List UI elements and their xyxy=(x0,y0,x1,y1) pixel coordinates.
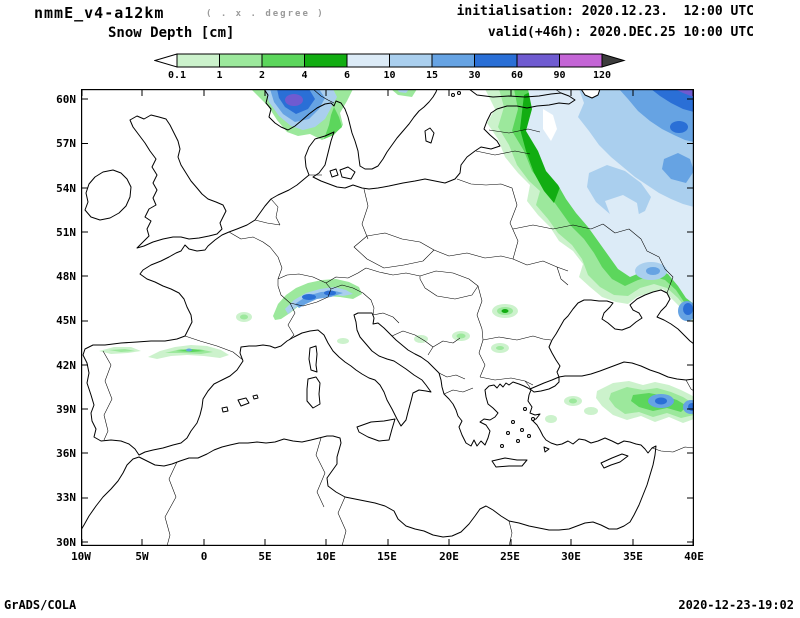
lat-label: 36N xyxy=(56,447,76,460)
country-borders xyxy=(102,89,694,546)
lon-label: 30E xyxy=(561,550,581,563)
colorbar-cell xyxy=(559,53,603,68)
seas xyxy=(529,89,694,393)
sea-of-marmara xyxy=(529,376,560,393)
legend-label: 30 xyxy=(468,70,481,81)
colorbar-cell xyxy=(346,53,390,68)
lon-label: 5W xyxy=(135,550,149,563)
colorbar-cell xyxy=(304,53,348,68)
legend-label: 0.1 xyxy=(167,70,187,81)
coastlines xyxy=(81,89,657,538)
legend-label: 2 xyxy=(258,70,266,81)
lat-label: 30N xyxy=(56,536,76,549)
lat-label: 42N xyxy=(56,359,76,372)
great-britain xyxy=(129,114,227,249)
lat-label: 54N xyxy=(56,182,76,195)
legend-label: 6 xyxy=(343,70,351,81)
init-time-label: initialisation: 2020.12.23. 12:00 UTC xyxy=(456,4,754,19)
menorca xyxy=(252,394,259,400)
lon-label: 25E xyxy=(500,550,520,563)
generation-timestamp: 2020-12-23-19:02 xyxy=(678,598,794,612)
variable-title: Snow Depth [cm] xyxy=(108,25,235,41)
grads-credit: GrADS/COLA xyxy=(4,598,77,612)
lat-label: 33N xyxy=(56,491,76,504)
corsica xyxy=(308,345,318,373)
europe-snow-map xyxy=(81,89,694,546)
valid-time-label: valid(+46h): 2020.DEC.25 10:00 UTC xyxy=(487,25,754,40)
legend-label: 15 xyxy=(425,70,439,81)
sicily xyxy=(356,418,396,442)
lon-label: 15E xyxy=(377,550,397,563)
lat-label: 51N xyxy=(56,226,76,239)
lake-ladoga xyxy=(580,89,601,99)
colorbar-cell xyxy=(261,53,305,68)
ibiza xyxy=(221,406,229,413)
funen xyxy=(329,168,339,178)
map-frame xyxy=(81,89,694,546)
lat-label: 48N xyxy=(56,270,76,283)
colorbar-cell xyxy=(516,53,560,68)
ireland xyxy=(84,169,132,221)
mallorca xyxy=(237,397,250,407)
legend-label: 90 xyxy=(553,70,566,81)
lon-label: 35E xyxy=(623,550,643,563)
cyprus xyxy=(600,453,629,469)
colorbar-right-arrow xyxy=(601,53,626,68)
rhodes xyxy=(543,446,550,453)
colorbar-cell xyxy=(176,53,220,68)
lat-label: 60N xyxy=(56,93,76,106)
legend-label: 120 xyxy=(592,70,612,81)
grid-note: ( . x . degree ) xyxy=(206,9,325,19)
colorbar-cell xyxy=(219,53,263,68)
black-sea xyxy=(548,289,694,381)
lat-label: 45N xyxy=(56,314,76,327)
gotland xyxy=(424,127,435,144)
lon-label: 10W xyxy=(71,550,91,563)
lon-label: 0 xyxy=(200,550,208,563)
lon-label: 10E xyxy=(316,550,336,563)
colorbar xyxy=(154,53,626,68)
lon-label: 5E xyxy=(258,550,272,563)
model-title: nmmE_v4-a12km xyxy=(34,4,165,22)
colorbar-cell xyxy=(474,53,518,68)
legend-label: 4 xyxy=(301,70,308,81)
legend-label: 60 xyxy=(510,70,524,81)
colorbar-left-arrow xyxy=(154,53,178,68)
lon-label: 20E xyxy=(439,550,459,563)
legend-label: 1 xyxy=(216,70,223,81)
lat-ticks xyxy=(81,98,694,543)
snow-shading xyxy=(99,89,694,423)
lat-label: 39N xyxy=(56,403,76,416)
lat-label: 57N xyxy=(56,137,76,150)
legend-label: 10 xyxy=(383,70,396,81)
sardinia xyxy=(306,376,321,409)
crete xyxy=(491,457,528,468)
lon-label: 40E xyxy=(684,550,704,563)
colorbar-cell xyxy=(389,53,433,68)
colorbar-cell xyxy=(431,53,475,68)
islands xyxy=(84,91,629,469)
zealand xyxy=(339,166,356,180)
